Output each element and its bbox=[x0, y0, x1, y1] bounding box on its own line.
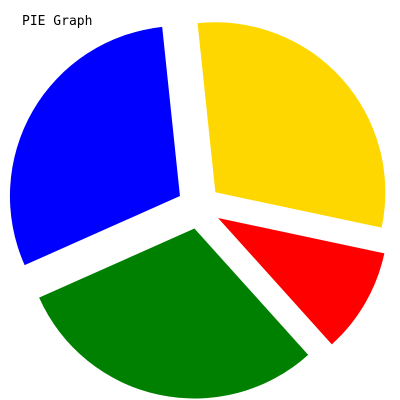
pie-slice-3 bbox=[39, 228, 309, 399]
pie-slice-4 bbox=[9, 26, 180, 266]
chart-title: PIE Graph bbox=[22, 14, 93, 29]
pie-slice-2 bbox=[218, 218, 385, 345]
pie-slice-1 bbox=[197, 22, 386, 228]
